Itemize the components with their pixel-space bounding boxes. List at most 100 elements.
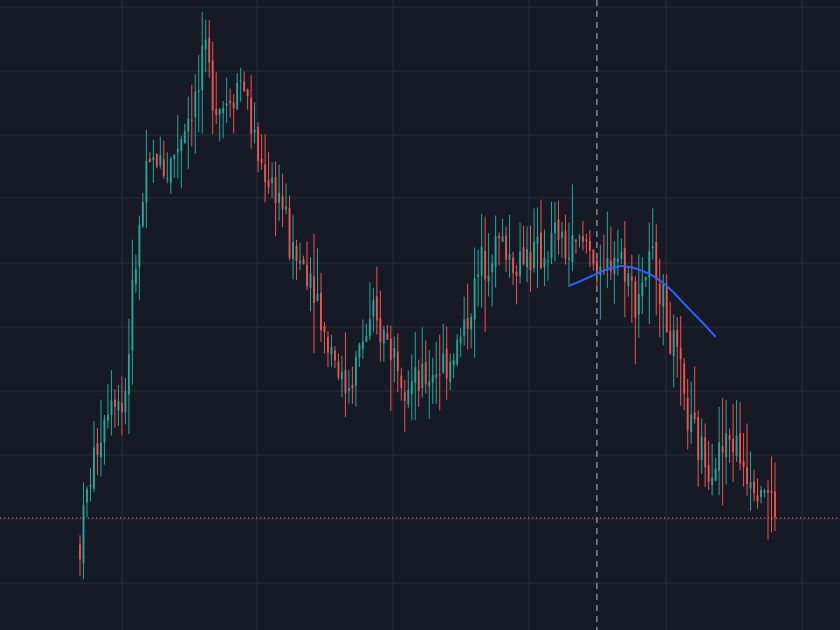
moving-average-series — [568, 264, 717, 338]
candle — [749, 451, 752, 511]
candle — [669, 301, 672, 355]
candle — [288, 195, 291, 261]
candle-body — [564, 230, 567, 259]
candle — [526, 226, 528, 283]
candle-body — [218, 108, 221, 115]
candle-body — [327, 336, 329, 353]
candle — [89, 468, 92, 502]
candle — [250, 75, 253, 149]
candle-body — [512, 257, 515, 273]
candle-body — [658, 283, 661, 304]
candle — [316, 248, 319, 302]
candle — [561, 221, 563, 258]
candle — [180, 135, 183, 189]
candle — [676, 317, 679, 378]
candle-body — [201, 45, 204, 91]
candle — [533, 208, 535, 273]
candle — [644, 276, 647, 287]
candle-body — [333, 350, 336, 361]
candle-body — [414, 367, 417, 383]
candle-body — [477, 274, 480, 277]
candle-body — [337, 361, 340, 378]
candle — [113, 389, 116, 428]
candle — [86, 486, 88, 518]
candle — [609, 226, 612, 280]
candle-body — [676, 330, 679, 348]
candle-body — [89, 484, 92, 488]
candle — [333, 346, 336, 368]
candle-body — [306, 264, 308, 287]
candle — [557, 200, 560, 255]
candle — [700, 418, 703, 475]
candle-body — [536, 236, 539, 244]
candle-body — [260, 158, 263, 163]
candle — [323, 321, 326, 354]
candle — [616, 229, 619, 276]
candle-body — [148, 158, 151, 163]
candle-body — [113, 399, 116, 407]
candle-body — [316, 293, 319, 301]
candle-body — [236, 83, 239, 110]
candle — [257, 122, 260, 173]
candle — [327, 331, 329, 368]
candle-body — [697, 417, 700, 461]
candle-body — [519, 251, 522, 277]
candle-body — [714, 468, 717, 481]
candle-body — [410, 381, 413, 395]
candle — [403, 379, 406, 432]
candle — [306, 241, 308, 291]
candle — [466, 283, 469, 350]
candle — [613, 240, 616, 304]
candle-body — [693, 412, 696, 420]
candle-body — [295, 246, 298, 262]
candle-body — [215, 108, 218, 115]
candle-body — [721, 446, 724, 453]
candle-body — [134, 268, 137, 285]
candle-body — [180, 139, 183, 151]
candle-body — [386, 333, 389, 340]
candle-body — [529, 252, 532, 271]
candle — [340, 355, 343, 398]
candle — [208, 20, 211, 78]
candle — [267, 152, 270, 194]
candle — [774, 462, 776, 531]
candle — [389, 325, 392, 412]
candle — [120, 376, 123, 436]
candle-body — [484, 251, 487, 280]
candle — [264, 134, 267, 203]
candle — [508, 214, 511, 278]
candle — [414, 331, 417, 421]
candle — [693, 366, 696, 424]
candle — [431, 357, 434, 405]
candle-body — [627, 273, 630, 286]
candle — [410, 354, 413, 421]
candle — [396, 333, 399, 393]
candle — [637, 254, 640, 338]
candle — [515, 264, 518, 305]
candle-body — [547, 260, 549, 262]
candle-body — [344, 370, 347, 394]
candle-body — [120, 402, 123, 413]
candle-body — [466, 318, 469, 330]
candle-body — [106, 414, 109, 421]
candle-body — [285, 206, 288, 210]
candle-body — [526, 249, 528, 268]
candle — [721, 398, 724, 506]
candle-body — [351, 384, 354, 389]
candle — [320, 272, 322, 342]
candle — [567, 222, 570, 287]
candle — [707, 440, 710, 490]
candle — [606, 211, 609, 289]
candle-body — [620, 252, 623, 259]
candle-body — [515, 271, 518, 276]
candle — [459, 327, 462, 357]
candle-body — [320, 292, 322, 331]
candle — [379, 290, 382, 362]
candle-body — [683, 363, 686, 394]
candle — [739, 402, 742, 471]
candle-body — [79, 544, 81, 560]
candle — [602, 234, 605, 276]
